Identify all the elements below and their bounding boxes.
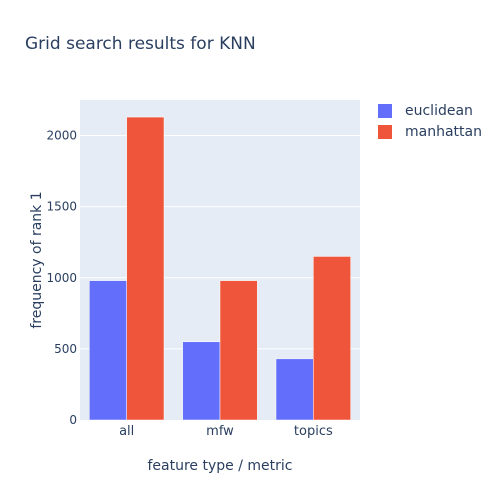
legend-label-euclidean: euclidean xyxy=(405,102,473,119)
legend-item-euclidean[interactable]: euclidean xyxy=(372,100,482,121)
legend-item-manhattan[interactable]: manhattan xyxy=(372,121,482,142)
legend-label-manhattan: manhattan xyxy=(405,123,482,140)
y-tick-label: 1500 xyxy=(46,200,77,214)
y-tick-label: 1000 xyxy=(46,271,77,285)
x-tick-label: topics xyxy=(294,424,333,439)
x-tick-label: all xyxy=(119,424,134,439)
y-tick-label: 500 xyxy=(54,342,77,356)
bar-euclidean-topics xyxy=(275,358,314,421)
legend-swatch-euclidean xyxy=(378,103,392,118)
bar-manhattan-mfw xyxy=(219,280,258,421)
bar-euclidean-all xyxy=(89,280,127,421)
y-tick-label: 0 xyxy=(69,413,77,427)
bar-euclidean-mfw xyxy=(182,341,221,421)
legend: euclidean manhattan xyxy=(372,100,482,142)
bar-manhattan-topics xyxy=(313,256,351,421)
y-tick-label: 2000 xyxy=(46,129,77,143)
y-axis-title: frequency of rank 1 xyxy=(29,191,45,329)
bar-manhattan-all xyxy=(126,116,165,421)
x-axis-title: feature type / metric xyxy=(147,458,293,474)
legend-swatch-manhattan xyxy=(378,124,392,139)
chart-title: Grid search results for KNN xyxy=(25,34,256,54)
x-tick-label: mfw xyxy=(206,424,234,439)
